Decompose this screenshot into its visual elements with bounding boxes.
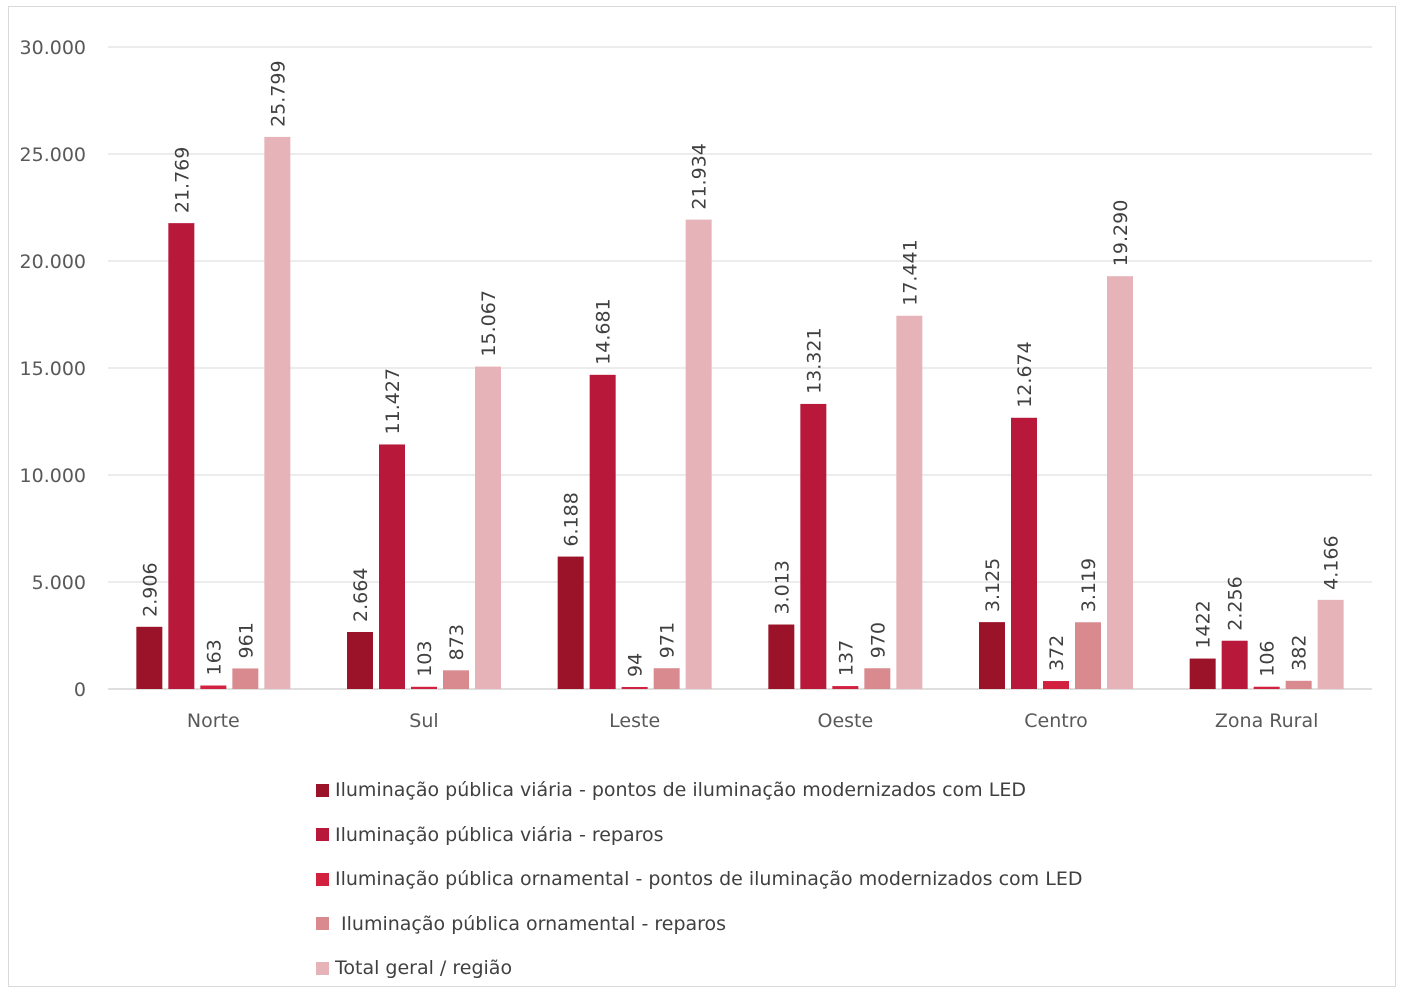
data-label: 106: [1257, 640, 1279, 676]
bar: [1221, 640, 1248, 689]
data-label: 6.188: [561, 492, 583, 546]
data-label: 970: [867, 622, 889, 658]
bar: [1285, 680, 1312, 689]
bar: [768, 624, 795, 689]
bar: [653, 668, 680, 689]
data-label: 13.321: [803, 327, 825, 393]
x-tick-label: Leste: [609, 710, 660, 732]
bar: [379, 444, 405, 689]
bar: [589, 374, 616, 689]
y-tick-label: 25.000: [20, 144, 86, 166]
data-label: 94: [625, 653, 647, 677]
bar: [264, 136, 291, 690]
legend-swatch: [316, 828, 329, 842]
bar: [896, 315, 923, 689]
bar: [557, 556, 584, 689]
data-label: 21.934: [689, 143, 711, 209]
data-label: 21.769: [171, 147, 193, 213]
bar: [1107, 276, 1133, 689]
legend: Iluminação pública viária - pontos de il…: [316, 768, 1082, 991]
legend-label: Iluminação pública viária - reparos: [335, 823, 664, 846]
data-label: 12.674: [1014, 341, 1036, 407]
legend-label: Iluminação pública ornamental - reparos: [335, 912, 727, 935]
bar: [232, 668, 259, 689]
bar: [1189, 658, 1216, 689]
data-label: 19.290: [1110, 200, 1132, 266]
data-label: 382: [1289, 635, 1311, 671]
legend-swatch: [316, 917, 329, 931]
legend-swatch: [316, 872, 329, 886]
legend-label: Iluminação pública viária - pontos de il…: [335, 779, 1026, 802]
legend-item: Iluminação pública viária - reparos: [316, 813, 1082, 858]
x-tick-label: Centro: [1024, 710, 1087, 732]
bar: [1253, 686, 1280, 689]
data-label: 961: [235, 622, 257, 658]
y-tick-label: 20.000: [20, 251, 86, 273]
legend-label: Total geral / região: [335, 957, 513, 980]
bar: [621, 686, 648, 689]
y-tick-label: 0: [74, 679, 86, 701]
bar: [475, 366, 501, 689]
bar: [347, 631, 373, 689]
y-tick-label: 15.000: [20, 358, 86, 380]
legend-item: Total geral / região: [316, 946, 1082, 991]
bar: [979, 622, 1005, 689]
y-tick-label: 5.000: [32, 572, 86, 594]
bar: [832, 686, 859, 689]
data-label: 2.664: [350, 568, 372, 622]
data-label: 873: [446, 624, 468, 660]
data-label: 11.427: [382, 368, 404, 434]
data-label: 2.906: [139, 562, 161, 616]
data-label: 14.681: [593, 298, 615, 364]
data-label: 971: [657, 622, 679, 658]
data-label: 137: [835, 640, 857, 676]
legend-swatch: [316, 783, 329, 797]
legend-swatch: [316, 961, 329, 975]
data-label: 17.441: [899, 239, 921, 305]
data-label: 103: [414, 641, 436, 677]
x-tick-label: Oeste: [817, 710, 873, 732]
bar: [136, 626, 163, 689]
bar: [685, 219, 712, 689]
data-label: 3.119: [1078, 558, 1100, 612]
bar: [168, 223, 195, 689]
legend-item: Iluminação pública ornamental - reparos: [316, 902, 1082, 947]
data-label: 372: [1046, 635, 1068, 671]
data-label: 2.256: [1225, 576, 1247, 630]
data-label: 15.067: [478, 290, 500, 356]
data-label: 25.799: [267, 60, 289, 126]
x-tick-label: Zona Rural: [1215, 710, 1319, 732]
data-label: 3.125: [982, 558, 1004, 612]
data-label: 163: [203, 639, 225, 675]
bar: [443, 670, 469, 689]
legend-item: Iluminação pública viária - pontos de il…: [316, 768, 1082, 813]
data-label: 3.013: [771, 560, 793, 614]
data-label: 4.166: [1321, 535, 1343, 589]
bar: [1011, 417, 1037, 689]
x-tick-label: Norte: [187, 710, 240, 732]
legend-label: Iluminação pública ornamental - pontos d…: [335, 868, 1083, 891]
bar: [864, 668, 891, 689]
data-label: 1422: [1193, 600, 1215, 648]
bar: [800, 403, 827, 689]
bar: [1043, 681, 1069, 689]
bar: [411, 686, 437, 689]
bar: [200, 685, 227, 689]
y-tick-label: 10.000: [20, 465, 86, 487]
bar: [1317, 599, 1344, 689]
y-tick-label: 30.000: [20, 37, 86, 59]
bar: [1075, 622, 1101, 689]
legend-item: Iluminação pública ornamental - pontos d…: [316, 857, 1082, 902]
x-tick-label: Sul: [409, 710, 438, 732]
